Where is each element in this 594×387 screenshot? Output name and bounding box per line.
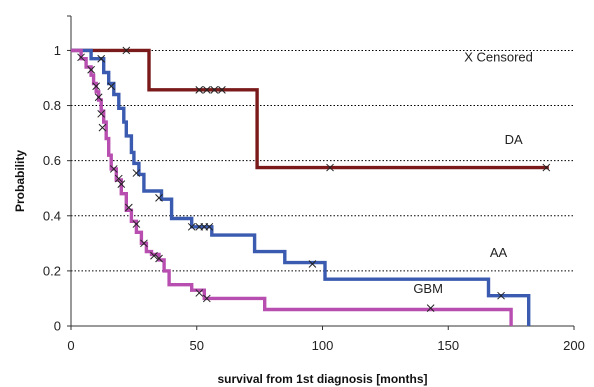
censored-mark xyxy=(117,180,126,188)
censored-marks xyxy=(77,46,551,312)
annotation-label: AA xyxy=(490,245,508,260)
censored-stroke xyxy=(132,169,141,177)
y-tick-label: 0.8 xyxy=(43,98,61,113)
censored-mark xyxy=(132,220,141,228)
series-lines xyxy=(71,48,549,326)
censored-stroke xyxy=(542,163,551,172)
censored-stroke xyxy=(155,254,163,263)
censored-stroke xyxy=(114,174,123,183)
censored-stroke xyxy=(155,194,163,202)
series-line-da xyxy=(71,48,549,170)
censored-stroke xyxy=(205,222,214,231)
censored-stroke xyxy=(122,46,131,55)
censored-stroke xyxy=(97,109,106,118)
censored-mark xyxy=(205,222,214,231)
censored-stroke xyxy=(150,251,158,260)
series-line-aa xyxy=(71,48,531,326)
axes xyxy=(67,15,575,330)
censored-stroke xyxy=(140,239,148,248)
censored-mark xyxy=(195,85,204,94)
censored-mark xyxy=(155,254,163,263)
annotation-label: GBM xyxy=(413,281,443,296)
censored-stroke xyxy=(77,53,85,62)
censored-stroke xyxy=(124,203,133,212)
censored-mark xyxy=(202,294,211,303)
censored-mark xyxy=(94,93,103,102)
censored-mark xyxy=(210,85,219,94)
censored-stroke xyxy=(87,65,95,74)
x-tick-label: 100 xyxy=(312,338,334,353)
censored-stroke xyxy=(107,82,116,91)
series-line-gbm xyxy=(71,48,513,326)
y-tick-label: 0.4 xyxy=(43,208,61,223)
annotations: X Censored DA AA GBM xyxy=(413,49,533,295)
x-tick-label: 50 xyxy=(190,338,204,353)
censored-stroke xyxy=(92,82,101,91)
y-tick-label: 1 xyxy=(54,43,61,58)
censored-stroke xyxy=(132,220,141,228)
censored-mark xyxy=(77,53,85,62)
censored-mark xyxy=(92,82,101,91)
censored-mark xyxy=(97,109,106,118)
censored-mark xyxy=(87,65,95,74)
censored-mark xyxy=(97,54,106,63)
censored-stroke xyxy=(195,85,204,94)
censored-mark xyxy=(114,174,123,183)
y-tick-label: 0 xyxy=(54,319,61,334)
censored-stroke xyxy=(210,85,219,94)
censored-stroke xyxy=(195,289,204,297)
censored-mark xyxy=(140,239,148,248)
censored-stroke xyxy=(426,304,435,312)
censored-mark xyxy=(195,289,204,297)
censored-stroke xyxy=(97,54,106,63)
censored-mark xyxy=(98,123,107,132)
x-tick-label: 150 xyxy=(437,338,459,353)
censored-mark xyxy=(122,46,131,55)
censored-stroke xyxy=(497,291,505,300)
censored-stroke xyxy=(109,165,118,173)
annotation-label: DA xyxy=(505,132,523,147)
censored-stroke xyxy=(94,93,103,102)
censored-mark xyxy=(326,163,334,172)
censored-mark xyxy=(150,251,158,260)
x-tick-label: 200 xyxy=(563,338,585,353)
x-axis-title: survival from 1st diagnosis [months] xyxy=(217,372,427,386)
censored-mark xyxy=(497,291,505,300)
censored-mark xyxy=(218,85,226,94)
censored-mark xyxy=(109,165,118,173)
censored-stroke xyxy=(218,85,226,94)
censored-mark xyxy=(202,85,211,94)
gridlines xyxy=(71,49,574,272)
censored-mark xyxy=(308,260,317,268)
censored-stroke xyxy=(187,222,196,231)
tick-labels: 0 0.2 0.4 0.6 0.8 1 0 50 100 150 200 xyxy=(43,43,585,353)
x-tick-label: 0 xyxy=(67,338,74,353)
censored-stroke xyxy=(98,123,107,132)
censored-stroke xyxy=(308,260,317,268)
censored-mark xyxy=(107,82,116,91)
censored-stroke xyxy=(117,180,126,188)
censored-mark xyxy=(426,304,435,312)
annotation-label: X Censored xyxy=(464,49,533,64)
censored-mark xyxy=(124,203,133,212)
censored-mark xyxy=(155,194,163,202)
censored-stroke xyxy=(202,294,211,303)
censored-mark xyxy=(132,169,141,177)
censored-stroke xyxy=(326,163,334,172)
censored-mark xyxy=(542,163,551,172)
y-tick-label: 0.6 xyxy=(43,153,61,168)
censored-stroke xyxy=(202,85,211,94)
y-axis-title: Probability xyxy=(13,150,27,212)
censored-mark xyxy=(187,222,196,231)
y-tick-label: 0.2 xyxy=(43,263,61,278)
